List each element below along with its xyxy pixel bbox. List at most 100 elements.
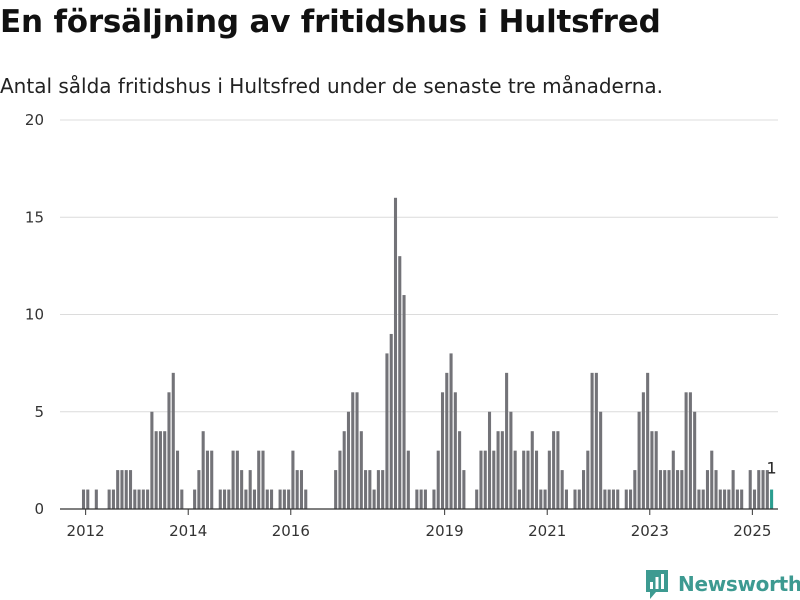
bar: [641, 392, 645, 509]
bar: [731, 470, 735, 509]
bar: [304, 489, 308, 509]
bar: [624, 489, 628, 509]
data-label-latest: 1: [766, 459, 776, 478]
y-tick-label: 20: [25, 111, 44, 129]
bar: [740, 489, 744, 509]
bar: [261, 450, 265, 509]
bar: [629, 489, 633, 509]
bar: [167, 392, 171, 509]
bar: [496, 431, 500, 509]
bar: [667, 470, 671, 509]
y-tick-label: 10: [25, 306, 44, 324]
bar: [671, 450, 675, 509]
bar: [646, 372, 650, 509]
bar: [270, 489, 274, 509]
bar: [680, 470, 684, 509]
bar: [723, 489, 727, 509]
y-tick-label: 15: [25, 208, 44, 226]
bar: [154, 431, 158, 509]
bar: [257, 450, 261, 509]
bar: [94, 489, 98, 509]
chart-subtitle: Antal sålda fritidshus i Hultsfred under…: [0, 74, 663, 98]
bar: [735, 489, 739, 509]
bar: [359, 431, 363, 509]
x-tick-label: 2025: [733, 522, 771, 540]
bar: [346, 411, 351, 509]
bar: [171, 372, 175, 509]
bar: [223, 489, 227, 509]
chart-grid: [60, 119, 778, 413]
bar: [201, 431, 205, 509]
y-axis: 0 5 10 15 20: [25, 111, 44, 518]
bar: [158, 431, 162, 509]
bar: [175, 450, 180, 509]
bar: [128, 470, 133, 509]
bar: [133, 489, 137, 509]
bar: [616, 489, 620, 509]
bar: [564, 489, 568, 509]
brand-logo[interactable]: Newsworthy: [644, 568, 800, 600]
bar: [513, 450, 517, 509]
bar: [582, 470, 586, 509]
bar: [654, 431, 658, 509]
bar: [180, 489, 184, 509]
bar: [86, 489, 90, 509]
bar: [727, 489, 731, 509]
bar: [761, 470, 765, 509]
x-tick-label: 2016: [272, 522, 310, 540]
bar: [475, 489, 479, 509]
bar: [231, 450, 235, 509]
bar: [603, 489, 607, 509]
bar: [368, 470, 372, 509]
bar: [710, 450, 714, 509]
y-tick-label: 0: [34, 500, 44, 518]
bar: [637, 411, 641, 509]
bar: [701, 489, 705, 509]
bar: [385, 353, 389, 509]
bar: [278, 489, 282, 509]
bar: [402, 295, 406, 509]
bar: [116, 470, 120, 509]
bar: [607, 489, 611, 509]
bar: [372, 489, 376, 509]
bar: [120, 470, 124, 509]
bar: [146, 489, 150, 509]
bar: [718, 489, 722, 509]
bar: [299, 470, 304, 509]
bar: [517, 489, 521, 509]
bar: [244, 489, 248, 509]
bar: [432, 489, 436, 509]
bar: [81, 489, 86, 509]
x-tick-label: 2019: [426, 522, 464, 540]
x-tick-label: 2012: [67, 522, 105, 540]
bar: [697, 489, 701, 509]
bar: [552, 431, 556, 509]
bar: [240, 470, 244, 509]
bar: [364, 470, 368, 509]
x-axis: 2012 2014 2016 2019 2021 2023 2025: [60, 508, 778, 540]
bar: [539, 489, 543, 509]
bar: [342, 431, 346, 509]
bar: [458, 431, 462, 509]
bar: [676, 470, 680, 509]
bar: [291, 450, 295, 509]
bar: [419, 489, 423, 509]
bar: [633, 470, 637, 509]
bar: [445, 372, 449, 509]
bar: [599, 411, 603, 509]
bar: [252, 489, 256, 509]
bar: [500, 431, 504, 509]
bar: [505, 372, 509, 509]
bar: [479, 450, 483, 509]
bar: [415, 489, 419, 509]
bar: [453, 392, 457, 509]
bar: [295, 470, 299, 509]
y-tick-label: 5: [34, 403, 44, 421]
bar: [423, 489, 427, 509]
bar: [351, 392, 355, 509]
bar: [150, 411, 154, 509]
bar: [577, 489, 581, 509]
bar: [534, 450, 539, 509]
bar: [611, 489, 615, 509]
